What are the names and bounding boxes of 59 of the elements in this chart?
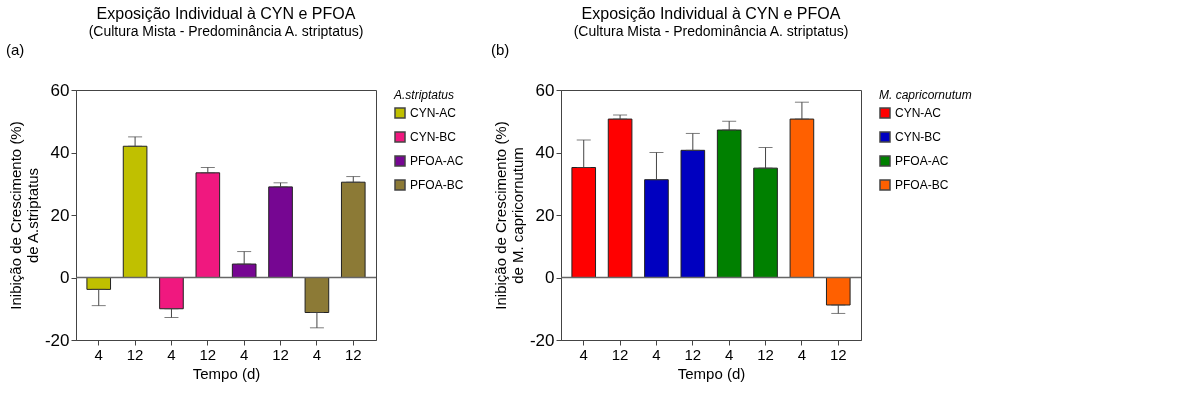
legend-label: CYN-BC [895, 130, 942, 144]
bar [825, 277, 851, 306]
x-tick-label: 12 [344, 345, 362, 363]
x-tick-label: 4 [797, 345, 807, 363]
y-tick-label: 60 [535, 80, 555, 100]
x-axis-title: Tempo (d) [192, 364, 261, 382]
x-tick-label: 12 [199, 345, 217, 363]
bar [86, 277, 112, 290]
bar [680, 149, 706, 278]
x-tick-label: 4 [652, 345, 661, 363]
bar [716, 129, 742, 278]
x-tick-label: 4 [167, 345, 176, 363]
bar [159, 277, 184, 310]
text: (b) [491, 41, 510, 58]
x-tick-label: 4 [579, 345, 588, 363]
x-tick-label: 4 [240, 345, 249, 363]
x-tick-label: 12 [611, 345, 629, 363]
bar [644, 179, 669, 278]
text: (a) [6, 41, 25, 58]
x-axis-title: Tempo (d) [677, 364, 746, 382]
x-tick-label: 4 [94, 345, 103, 363]
legend-label: CYN-AC [410, 106, 457, 120]
legend-title: A.striptatus [393, 88, 455, 102]
y-tick-label: 40 [50, 143, 70, 162]
chart-subtitle: (Cultura Mista - Predominância A. striptatus) [88, 23, 364, 39]
bar [122, 145, 148, 278]
x-tick-label: 12 [684, 345, 702, 363]
y-tick-label: 20 [50, 205, 70, 225]
x-tick-label: 4 [725, 345, 734, 363]
bar [195, 172, 221, 278]
bar [571, 167, 597, 278]
bar [340, 181, 366, 278]
legend-title: M. capricornutum [879, 88, 972, 102]
y-tick-label: 60 [50, 80, 70, 100]
y-tick-label: -20 [44, 330, 70, 350]
bar [304, 277, 330, 313]
legend-label: PFOA-AC [410, 154, 464, 168]
y-tick-label: 0 [545, 268, 555, 287]
legend-label: CYN-BC [410, 130, 457, 144]
y-tick-label: -20 [529, 330, 555, 350]
bar [789, 118, 815, 278]
legend-label: PFOA-AC [895, 154, 949, 168]
x-tick-label: 12 [126, 345, 144, 363]
chart-subtitle: (Cultura Mista - Predominância A. striptatus) [573, 23, 849, 39]
x-tick-label: 12 [757, 345, 774, 363]
y-axis-title: Inibição de Crescimento (%) de M. capricornutum [491, 121, 526, 310]
x-tick-label: 12 [829, 345, 847, 363]
y-axis-title: Inibição de Crescimento (%) de A.striptatus [6, 121, 41, 310]
y-tick-label: 20 [535, 205, 555, 225]
legend-label: PFOA-BC [895, 178, 949, 192]
bar [753, 167, 778, 278]
y-tick-label: 40 [535, 143, 555, 162]
x-tick-label: 12 [272, 345, 289, 363]
chart-title: Exposição Individual à CYN e PFOA [96, 5, 356, 22]
legend-label: CYN-AC [895, 106, 942, 120]
chart-title: Exposição Individual à CYN e PFOA [581, 5, 841, 22]
x-tick-label: 4 [312, 345, 322, 363]
y-tick-label: 0 [60, 268, 70, 287]
legend-label: PFOA-BC [410, 178, 464, 192]
